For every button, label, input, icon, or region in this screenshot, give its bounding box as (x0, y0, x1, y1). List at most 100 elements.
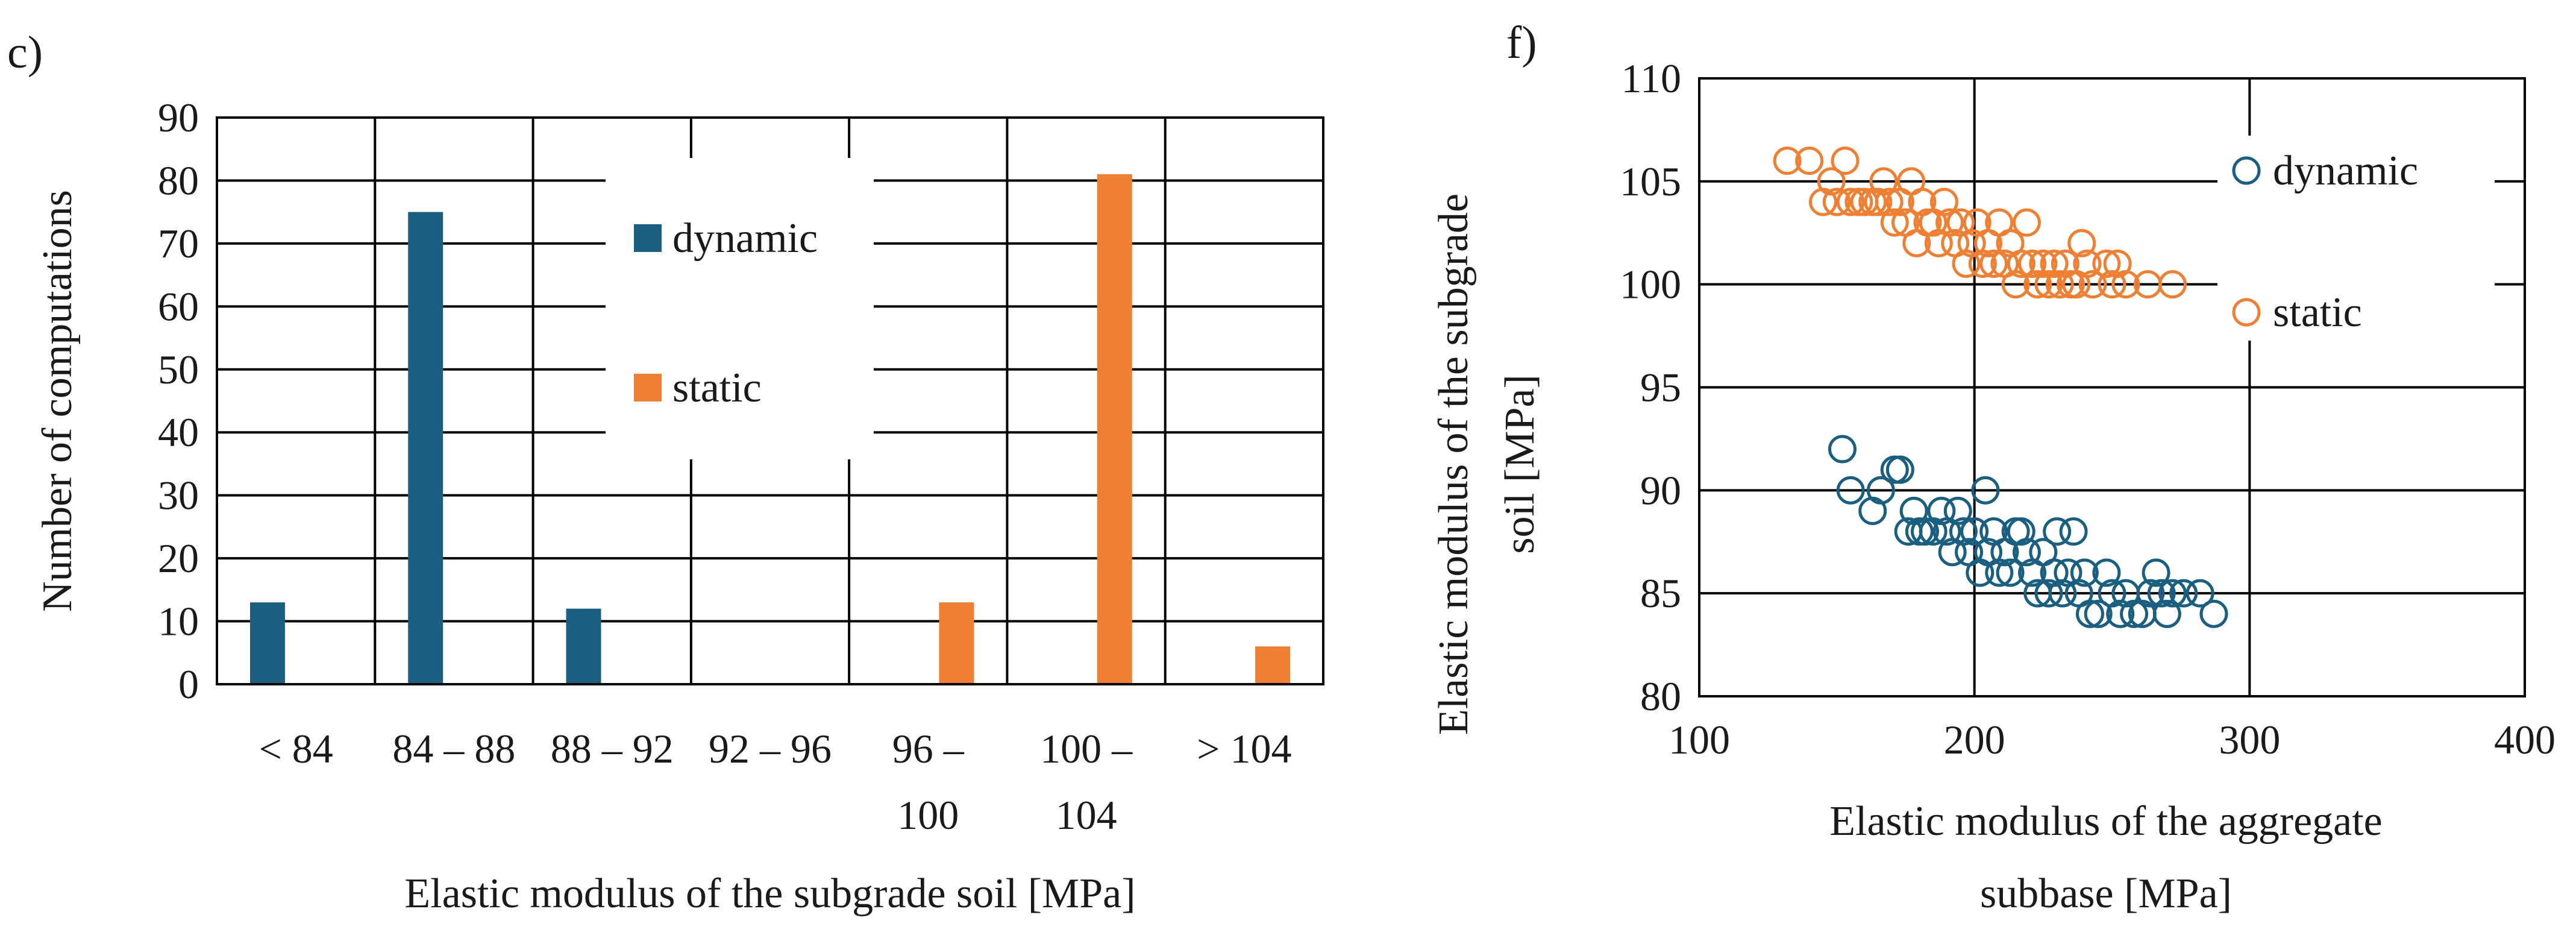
point-dynamic (2142, 558, 2170, 587)
point-static (2158, 270, 2187, 299)
point-static (2029, 250, 2058, 278)
scatter-chart-y-axis-title-line1: Elastic modulus of the subgrade (1431, 194, 1477, 735)
point-dynamic (1910, 517, 1939, 546)
x-tick-label: 104 (1056, 792, 1117, 838)
y-tick-label: 70 (158, 221, 199, 266)
bar-static (1255, 646, 1291, 684)
point-dynamic (1943, 497, 1972, 525)
y-tick-label: 20 (158, 535, 199, 581)
x-tick-label: 100 (1669, 717, 1730, 763)
y-tick-label: 110 (1622, 55, 1681, 101)
point-dynamic (2084, 599, 2113, 628)
point-dynamic (1996, 558, 2025, 587)
x-tick-label: > 104 (1197, 726, 1291, 772)
y-tick-label: 40 (158, 409, 199, 455)
point-static (1952, 250, 1981, 278)
bar-dynamic (408, 212, 443, 685)
point-static (1831, 146, 1860, 175)
scatter-chart-y-ticks: 80 85 90 95 100 105 110 (1620, 55, 1681, 719)
point-dynamic (2106, 599, 2135, 628)
y-tick-label: 95 (1640, 365, 1681, 411)
point-static (2012, 208, 2041, 237)
scatter-chart-x-axis-title-line2: subbase [MPa] (1980, 870, 2232, 917)
panel-label-c: c) (7, 27, 43, 78)
scatter-chart-points (1773, 146, 2228, 628)
y-tick-label: 90 (158, 95, 199, 140)
bar-chart-bars (249, 174, 1291, 685)
bar-chart-y-axis-title: Number of computations (34, 190, 81, 612)
point-dynamic (1885, 455, 1914, 484)
y-tick-label: 10 (158, 599, 199, 644)
point-static (1935, 208, 1964, 237)
x-tick-label: < 84 (259, 726, 333, 772)
bar-static (1097, 174, 1132, 684)
point-dynamic (2147, 579, 2176, 608)
point-dynamic (1927, 497, 1956, 525)
point-dynamic (1880, 455, 1909, 484)
bar-chart-plot-border (216, 116, 1324, 685)
legend-label-static: static (2273, 289, 2362, 336)
point-static (2018, 250, 2047, 278)
x-tick-label: 200 (1944, 717, 2005, 763)
x-tick-label: 88 – 92 (551, 726, 674, 772)
point-static (2073, 250, 2102, 278)
scatter-chart-x-ticks: 100 200 300 400 (1669, 717, 2556, 763)
point-static (2001, 270, 2030, 299)
point-static (2007, 250, 2035, 278)
point-static (2034, 270, 2063, 299)
point-static (2040, 250, 2069, 278)
point-dynamic (2169, 579, 2198, 608)
scatter-chart-y-axis-title-line2: soil [MPa] (1497, 374, 1543, 554)
legend-swatch-dynamic (634, 224, 662, 252)
point-static (2078, 270, 2107, 299)
point-static (1773, 146, 1802, 175)
point-dynamic (1985, 558, 2014, 587)
y-tick-label: 100 (1620, 262, 1681, 307)
bar-chart-legend-box (606, 158, 874, 459)
point-static (1979, 250, 2008, 278)
point-dynamic (2120, 599, 2149, 628)
y-tick-label: 90 (1640, 467, 1681, 513)
legend-label-dynamic: dynamic (672, 215, 818, 262)
legend-label-static: static (672, 365, 762, 411)
x-tick-label: 100 – (1040, 726, 1133, 772)
y-tick-label: 80 (1640, 673, 1681, 719)
point-dynamic (2092, 558, 2121, 587)
scatter-chart-x-axis-title-line1: Elastic modulus of the aggregate (1829, 798, 2383, 845)
point-static (2067, 228, 2096, 257)
point-static (1929, 187, 1958, 216)
bar-dynamic (249, 602, 285, 684)
point-dynamic (1971, 476, 2000, 505)
point-dynamic (2043, 517, 2072, 546)
point-static (1822, 187, 1851, 216)
point-dynamic (2059, 517, 2088, 546)
bar-chart-x-ticks: < 84 84 – 88 88 – 92 92 – 96 96 – 100 100 – 104… (259, 726, 1291, 838)
point-dynamic (1828, 435, 1857, 464)
point-dynamic (2048, 579, 2077, 608)
point-static (1864, 187, 1893, 216)
point-dynamic (1960, 517, 1989, 546)
point-dynamic (2136, 579, 2165, 608)
point-static (2111, 270, 2140, 299)
y-tick-label: 80 (158, 157, 199, 203)
x-tick-label: 100 (897, 792, 959, 838)
bar-dynamic (566, 608, 601, 684)
x-tick-label: 400 (2494, 717, 2556, 763)
point-dynamic (2070, 558, 2099, 587)
point-dynamic (2034, 579, 2063, 608)
point-static (1880, 208, 1909, 237)
point-dynamic (2152, 599, 2181, 628)
scatter-chart-legend-box (2217, 136, 2495, 341)
point-static (1795, 146, 1824, 175)
point-dynamic (2158, 579, 2187, 608)
bar-static (939, 602, 974, 684)
legend-label-dynamic: dynamic (2273, 148, 2418, 194)
point-static (1836, 187, 1865, 216)
panel-label-f: f) (1506, 17, 1537, 68)
legend-marker-static (2232, 298, 2261, 327)
x-tick-label: 96 – (892, 726, 965, 772)
point-static (2092, 250, 2121, 278)
x-tick-label: 92 – 96 (709, 726, 832, 772)
point-dynamic (2199, 599, 2228, 628)
